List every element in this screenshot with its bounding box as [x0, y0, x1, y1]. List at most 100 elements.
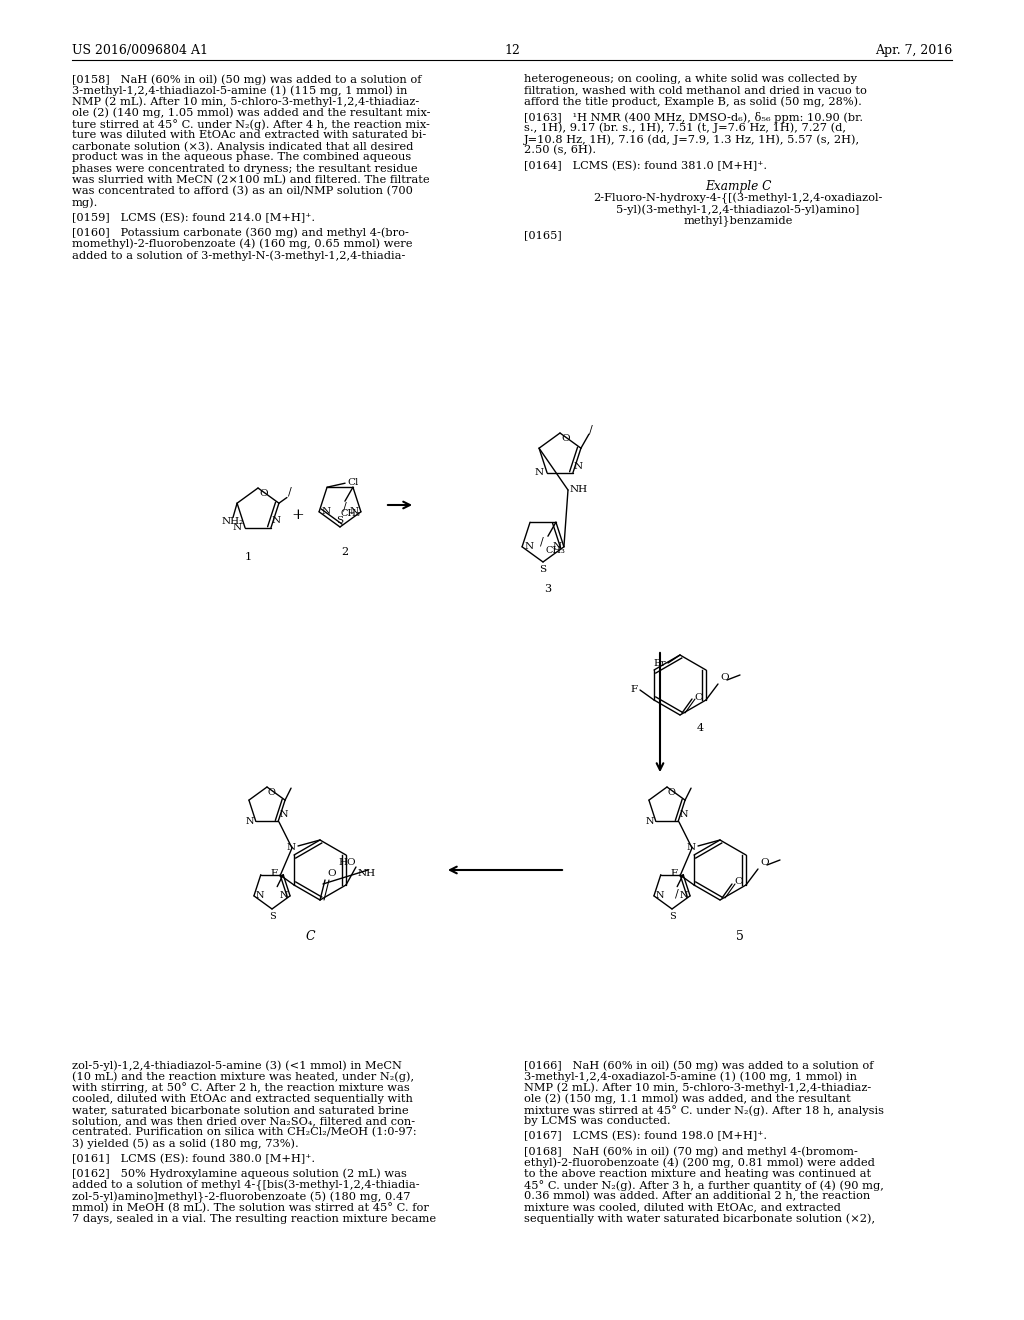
Text: [0167]   LCMS (ES): found 198.0 [M+H]⁺.: [0167] LCMS (ES): found 198.0 [M+H]⁺.: [524, 1131, 767, 1142]
Text: 2-Fluoro-N-hydroxy-4-{[(3-methyl-1,2,4-oxadiazol-: 2-Fluoro-N-hydroxy-4-{[(3-methyl-1,2,4-o…: [593, 193, 883, 205]
Text: N: N: [280, 810, 288, 820]
Text: /: /: [589, 424, 593, 434]
Text: ture was diluted with EtOAc and extracted with saturated bi-: ture was diluted with EtOAc and extracte…: [72, 129, 426, 140]
Text: Cl: Cl: [347, 478, 358, 487]
Text: [0161]   LCMS (ES): found 380.0 [M+H]⁺.: [0161] LCMS (ES): found 380.0 [M+H]⁺.: [72, 1154, 315, 1164]
Text: N: N: [287, 843, 296, 853]
Text: Apr. 7, 2016: Apr. 7, 2016: [874, 44, 952, 57]
Text: sequentially with water saturated bicarbonate solution (×2),: sequentially with water saturated bicarb…: [524, 1213, 876, 1224]
Text: [0159]   LCMS (ES): found 214.0 [M+H]⁺.: [0159] LCMS (ES): found 214.0 [M+H]⁺.: [72, 213, 315, 223]
Text: NH₂: NH₂: [222, 517, 244, 527]
Text: [0164]   LCMS (ES): found 381.0 [M+H]⁺.: [0164] LCMS (ES): found 381.0 [M+H]⁺.: [524, 161, 767, 170]
Text: F: F: [671, 870, 678, 879]
Text: NMP (2 mL). After 10 min, 5-chloro-3-methyl-1,2,4-thiadiaz-: NMP (2 mL). After 10 min, 5-chloro-3-met…: [72, 96, 419, 107]
Text: O: O: [327, 869, 336, 878]
Text: O: O: [668, 788, 676, 797]
Text: ethyl)-2-fluorobenzoate (4) (200 mg, 0.81 mmol) were added: ethyl)-2-fluorobenzoate (4) (200 mg, 0.8…: [524, 1158, 874, 1168]
Text: by LCMS was conducted.: by LCMS was conducted.: [524, 1115, 671, 1126]
Text: N: N: [256, 891, 264, 900]
Text: mixture was cooled, diluted with EtOAc, and extracted: mixture was cooled, diluted with EtOAc, …: [524, 1203, 841, 1212]
Text: 1: 1: [245, 552, 252, 562]
Text: 7 days, sealed in a vial. The resulting reaction mixture became: 7 days, sealed in a vial. The resulting …: [72, 1213, 436, 1224]
Text: CH₃: CH₃: [546, 546, 566, 556]
Text: CH₃: CH₃: [341, 510, 360, 519]
Text: with stirring, at 50° C. After 2 h, the reaction mixture was: with stirring, at 50° C. After 2 h, the …: [72, 1082, 410, 1093]
Text: Br: Br: [653, 660, 666, 668]
Text: methyl}benzamide: methyl}benzamide: [683, 215, 793, 226]
Text: N: N: [573, 462, 583, 471]
Text: cooled, diluted with EtOAc and extracted sequentially with: cooled, diluted with EtOAc and extracted…: [72, 1093, 413, 1104]
Text: mmol) in MeOH (8 mL). The solution was stirred at 45° C. for: mmol) in MeOH (8 mL). The solution was s…: [72, 1203, 429, 1213]
Text: N: N: [322, 507, 330, 516]
Text: 3-methyl-1,2,4-thiadiazol-5-amine (1) (115 mg, 1 mmol) in: 3-methyl-1,2,4-thiadiazol-5-amine (1) (1…: [72, 86, 408, 96]
Text: filtration, washed with cold methanol and dried in vacuo to: filtration, washed with cold methanol an…: [524, 86, 867, 95]
Text: N: N: [679, 810, 688, 820]
Text: /: /: [675, 888, 679, 899]
Text: carbonate solution (×3). Analysis indicated that all desired: carbonate solution (×3). Analysis indica…: [72, 141, 414, 152]
Text: N: N: [687, 843, 696, 853]
Text: O: O: [259, 488, 267, 498]
Text: was concentrated to afford (3) as an oil/NMP solution (700: was concentrated to afford (3) as an oil…: [72, 186, 413, 197]
Text: [0165]: [0165]: [524, 231, 562, 240]
Text: 4: 4: [696, 723, 703, 733]
Text: ole (2) (150 mg, 1.1 mmol) was added, and the resultant: ole (2) (150 mg, 1.1 mmol) was added, an…: [524, 1093, 851, 1104]
Text: (10 mL) and the reaction mixture was heated, under N₂(g),: (10 mL) and the reaction mixture was hea…: [72, 1072, 414, 1082]
Text: 3-methyl-1,2,4-oxadiazol-5-amine (1) (100 mg, 1 mmol) in: 3-methyl-1,2,4-oxadiazol-5-amine (1) (10…: [524, 1072, 857, 1082]
Text: S: S: [540, 565, 547, 574]
Text: J=10.8 Hz, 1H), 7.16 (dd, J=7.9, 1.3 Hz, 1H), 5.57 (s, 2H),: J=10.8 Hz, 1H), 7.16 (dd, J=7.9, 1.3 Hz,…: [524, 135, 860, 145]
Text: [0166]   NaH (60% in oil) (50 mg) was added to a solution of: [0166] NaH (60% in oil) (50 mg) was adde…: [524, 1060, 873, 1071]
Text: momethyl)-2-fluorobenzoate (4) (160 mg, 0.65 mmol) were: momethyl)-2-fluorobenzoate (4) (160 mg, …: [72, 239, 413, 249]
Text: 5-yl)(3-methyl-1,2,4-thiadiazol-5-yl)amino]: 5-yl)(3-methyl-1,2,4-thiadiazol-5-yl)ami…: [616, 205, 860, 215]
Text: N: N: [280, 891, 288, 900]
Text: N: N: [553, 543, 562, 552]
Text: product was in the aqueous phase. The combined aqueous: product was in the aqueous phase. The co…: [72, 152, 412, 162]
Text: NH: NH: [570, 484, 588, 494]
Text: /: /: [540, 536, 544, 546]
Text: N: N: [350, 507, 359, 516]
Text: to the above reaction mixture and heating was continued at: to the above reaction mixture and heatin…: [524, 1168, 871, 1179]
Text: Example C: Example C: [705, 180, 771, 193]
Text: 3) yielded (5) as a solid (180 mg, 73%).: 3) yielded (5) as a solid (180 mg, 73%).: [72, 1138, 299, 1148]
Text: O: O: [760, 858, 769, 867]
Text: solution, and was then dried over Na₂SO₄, filtered and con-: solution, and was then dried over Na₂SO₄…: [72, 1115, 415, 1126]
Text: US 2016/0096804 A1: US 2016/0096804 A1: [72, 44, 208, 57]
Text: heterogeneous; on cooling, a white solid was collected by: heterogeneous; on cooling, a white solid…: [524, 74, 857, 84]
Text: centrated. Purification on silica with CH₂Cl₂/MeOH (1:0-97:: centrated. Purification on silica with C…: [72, 1127, 417, 1138]
Text: [0160]   Potassium carbonate (360 mg) and methyl 4-(bro-: [0160] Potassium carbonate (360 mg) and …: [72, 227, 409, 238]
Text: NMP (2 mL). After 10 min, 5-chloro-3-methyl-1,2,4-thiadiaz-: NMP (2 mL). After 10 min, 5-chloro-3-met…: [524, 1082, 871, 1093]
Text: N: N: [524, 543, 534, 552]
Text: N: N: [645, 817, 654, 826]
Text: [0158]   NaH (60% in oil) (50 mg) was added to a solution of: [0158] NaH (60% in oil) (50 mg) was adde…: [72, 74, 422, 84]
Text: NH: NH: [358, 869, 376, 878]
Text: /: /: [288, 487, 292, 496]
Text: O: O: [561, 434, 569, 444]
Text: zol-5-yl)amino]methyl}-2-fluorobenzoate (5) (180 mg, 0.47: zol-5-yl)amino]methyl}-2-fluorobenzoate …: [72, 1191, 411, 1203]
Text: S: S: [337, 516, 344, 525]
Text: F: F: [631, 685, 638, 693]
Text: water, saturated bicarbonate solution and saturated brine: water, saturated bicarbonate solution an…: [72, 1105, 409, 1115]
Text: 45° C. under N₂(g). After 3 h, a further quantity of (4) (90 mg,: 45° C. under N₂(g). After 3 h, a further…: [524, 1180, 884, 1191]
Text: HO: HO: [338, 858, 356, 867]
Text: [0163]   ¹H NMR (400 MHz, DMSO-d₆), δ₅₆ ppm: 10.90 (br.: [0163] ¹H NMR (400 MHz, DMSO-d₆), δ₅₆ pp…: [524, 112, 863, 123]
Text: N: N: [656, 891, 665, 900]
Text: C: C: [305, 931, 314, 942]
Text: afford the title product, Example B, as solid (50 mg, 28%).: afford the title product, Example B, as …: [524, 96, 862, 107]
Text: phases were concentrated to dryness; the resultant residue: phases were concentrated to dryness; the…: [72, 164, 418, 174]
Text: [0162]   50% Hydroxylamine aqueous solution (2 mL) was: [0162] 50% Hydroxylamine aqueous solutio…: [72, 1168, 407, 1179]
Text: O: O: [694, 693, 702, 701]
Text: O: O: [720, 673, 729, 682]
Text: N: N: [246, 817, 254, 826]
Text: ole (2) (140 mg, 1.05 mmol) was added and the resultant mix-: ole (2) (140 mg, 1.05 mmol) was added an…: [72, 108, 430, 119]
Text: ture stirred at 45° C. under N₂(g). After 4 h, the reaction mix-: ture stirred at 45° C. under N₂(g). Afte…: [72, 119, 430, 129]
Text: [0168]   NaH (60% in oil) (70 mg) and methyl 4-(bromom-: [0168] NaH (60% in oil) (70 mg) and meth…: [524, 1146, 858, 1156]
Text: zol-5-yl)-1,2,4-thiadiazol-5-amine (3) (<1 mmol) in MeCN: zol-5-yl)-1,2,4-thiadiazol-5-amine (3) (…: [72, 1060, 401, 1071]
Text: was slurried with MeCN (2×100 mL) and filtered. The filtrate: was slurried with MeCN (2×100 mL) and fi…: [72, 174, 430, 185]
Text: /: /: [343, 502, 347, 511]
Text: 2: 2: [341, 546, 348, 557]
Text: F: F: [271, 870, 279, 879]
Text: S: S: [669, 912, 676, 921]
Text: mg).: mg).: [72, 197, 98, 207]
Text: added to a solution of methyl 4-{[bis(3-methyl-1,2,4-thiadia-: added to a solution of methyl 4-{[bis(3-…: [72, 1180, 420, 1192]
Text: N: N: [272, 516, 281, 525]
Text: +: +: [292, 508, 304, 521]
